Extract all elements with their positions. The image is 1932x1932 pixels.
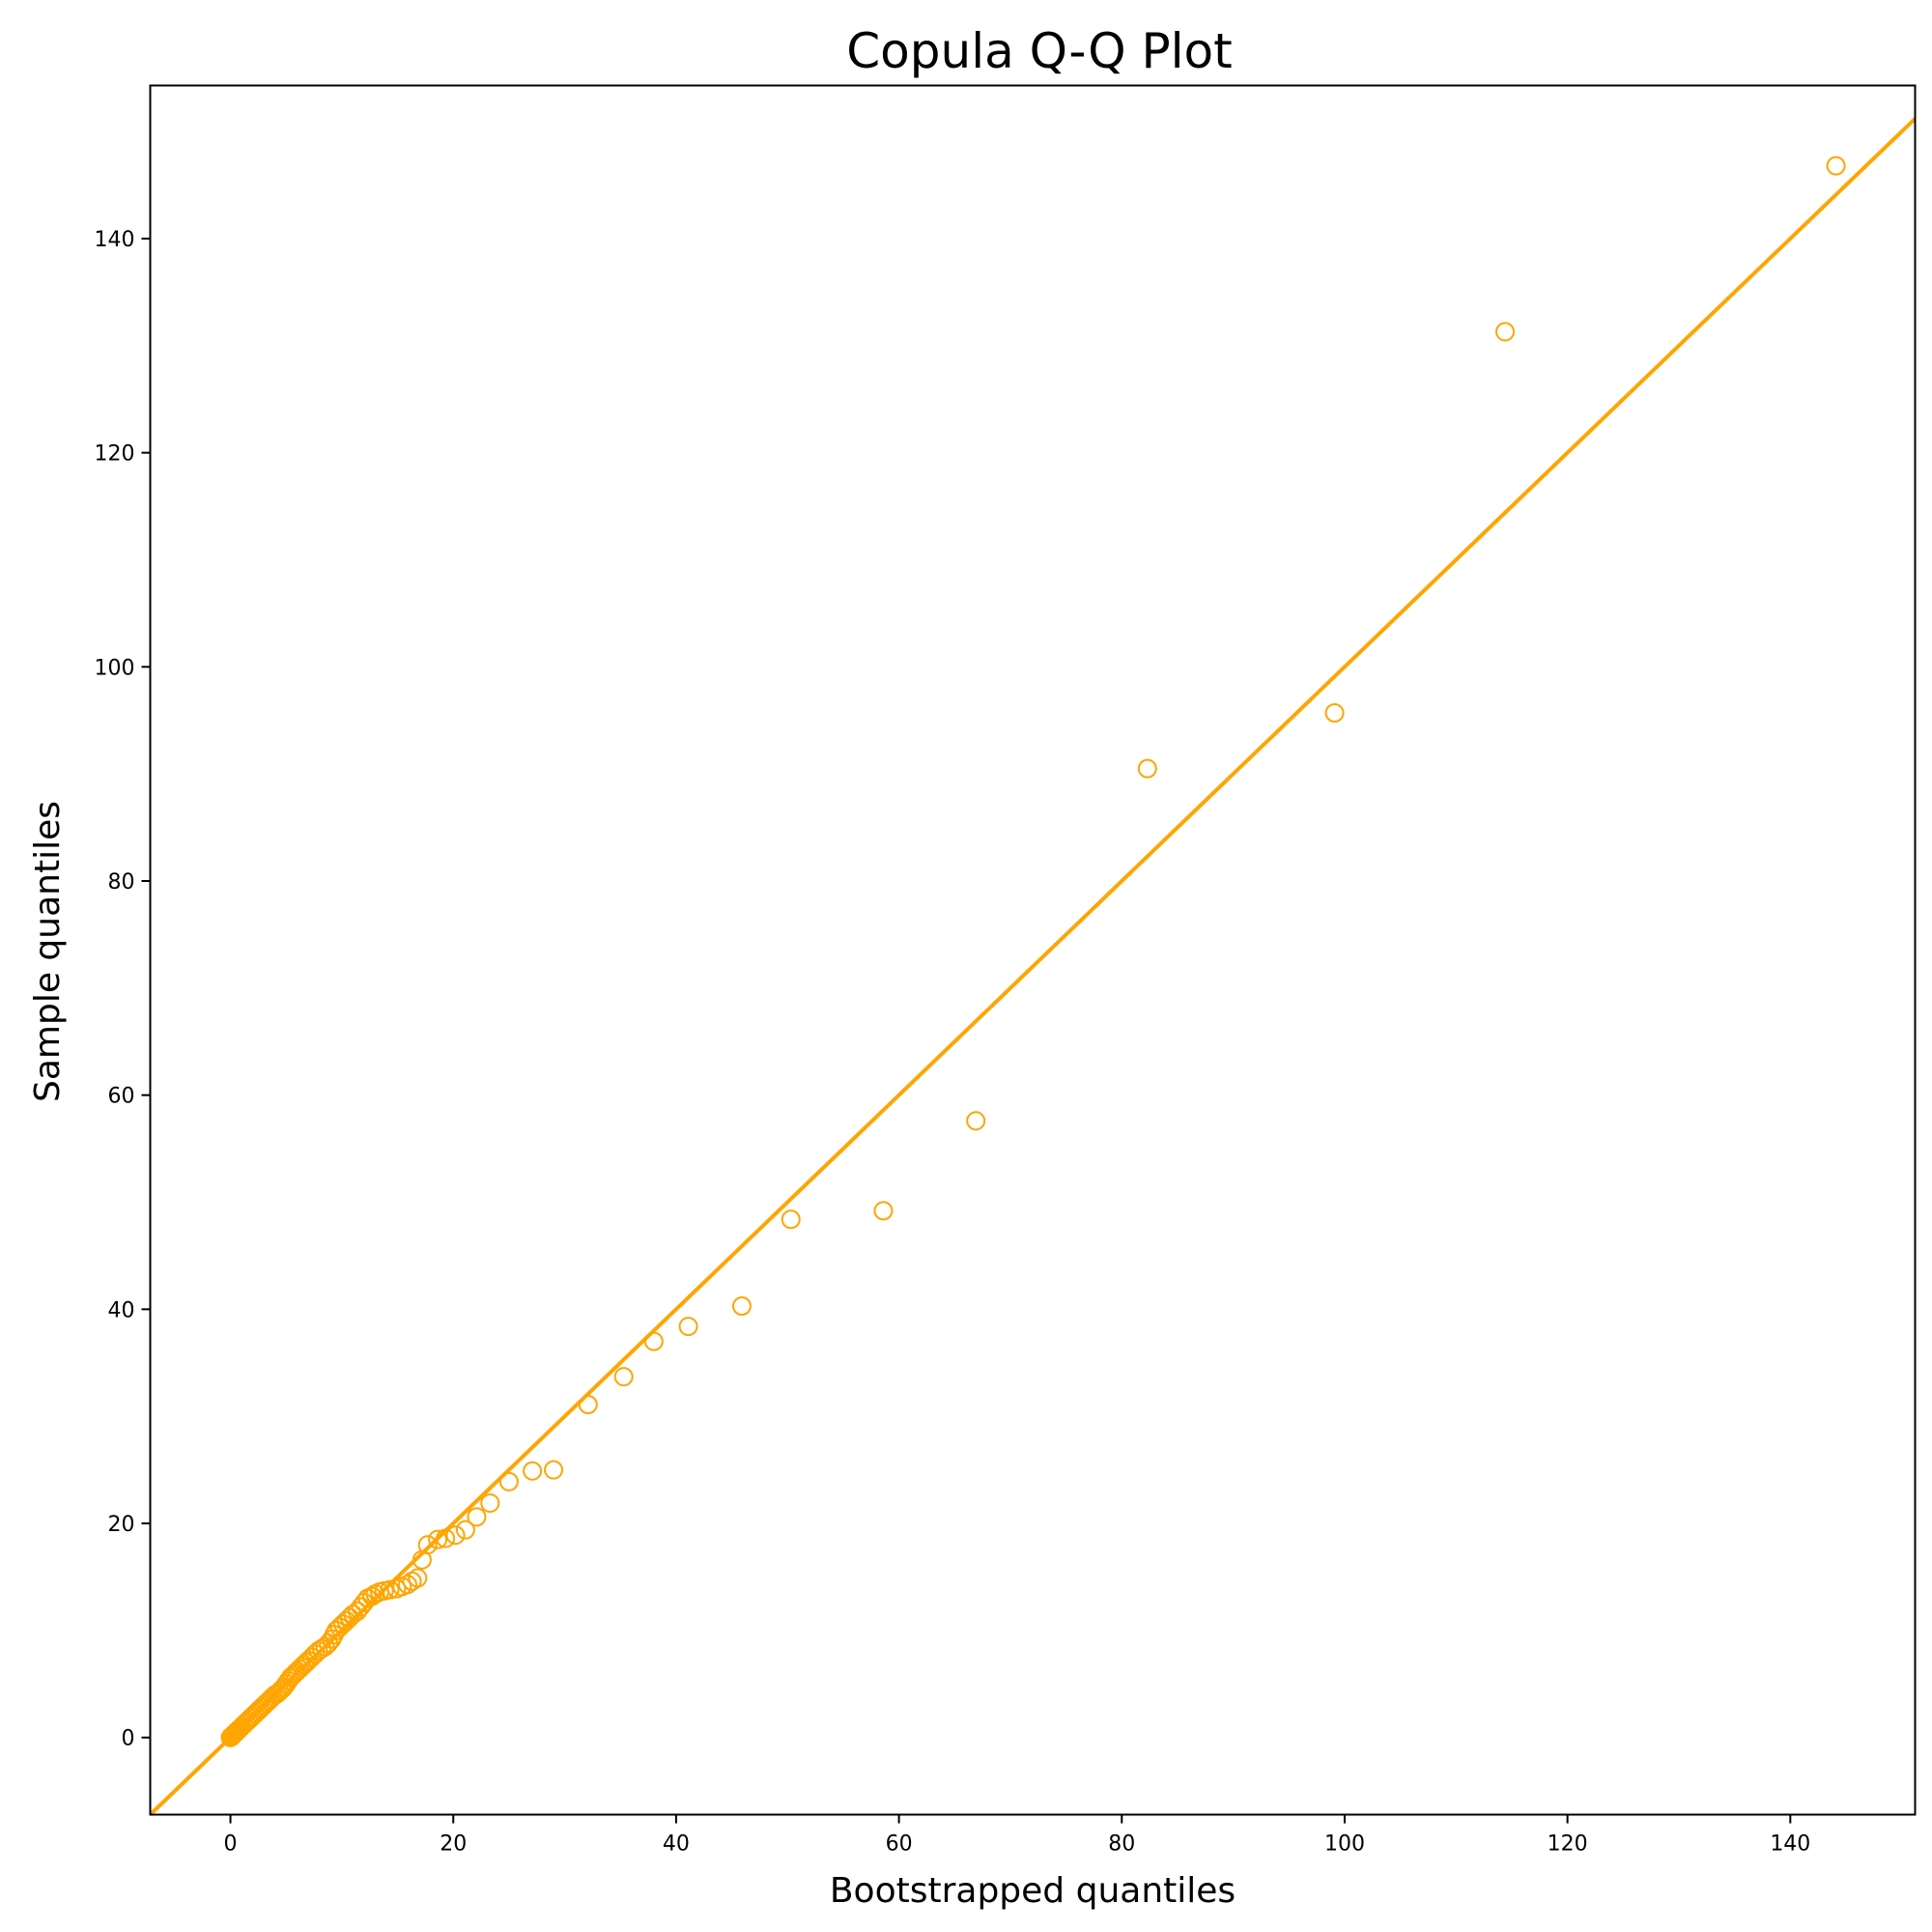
y-axis-label: Sample quantiles xyxy=(28,801,68,1102)
data-point xyxy=(417,1535,438,1555)
x-tick-label: 100 xyxy=(1324,1833,1365,1857)
x-tick-label: 40 xyxy=(663,1833,690,1857)
y-tick-label: 80 xyxy=(108,870,135,895)
data-point xyxy=(397,1575,417,1595)
data-point xyxy=(455,1520,475,1540)
data-point xyxy=(380,1579,400,1600)
data-point xyxy=(678,1317,698,1337)
data-point xyxy=(292,1657,312,1677)
reference-line xyxy=(149,117,1917,1816)
y-tick-label: 60 xyxy=(108,1085,135,1109)
data-point xyxy=(1495,322,1516,342)
data-point xyxy=(1826,156,1846,176)
y-tick-label: 40 xyxy=(108,1298,135,1322)
data-point xyxy=(1137,758,1157,779)
y-axis-ticks: 0 20 40 60 80 100 120 140 xyxy=(95,228,151,1751)
data-point xyxy=(298,1650,319,1670)
data-point xyxy=(498,1471,519,1492)
data-point xyxy=(1324,702,1345,723)
data-point xyxy=(436,1528,456,1548)
plot-area xyxy=(149,117,1917,1816)
data-point xyxy=(480,1492,500,1513)
chart-title: Copula Q-Q Plot xyxy=(846,23,1232,79)
x-axis-label: Bootstrapped quantiles xyxy=(830,1871,1236,1911)
data-point xyxy=(305,1644,326,1664)
data-point xyxy=(731,1296,752,1317)
data-point xyxy=(336,1610,356,1631)
y-tick-label: 20 xyxy=(108,1513,135,1537)
x-tick-label: 0 xyxy=(224,1833,238,1857)
data-point xyxy=(613,1367,634,1387)
data-point xyxy=(873,1201,894,1221)
data-point xyxy=(781,1209,801,1230)
y-tick-label: 140 xyxy=(95,228,135,252)
x-axis-ticks: 0 20 40 60 80 100 120 140 xyxy=(224,1814,1810,1857)
x-tick-label: 20 xyxy=(440,1833,467,1857)
data-point xyxy=(544,1460,564,1480)
y-tick-label: 0 xyxy=(122,1727,135,1751)
data-point xyxy=(329,1617,350,1637)
axes-frame xyxy=(149,84,1917,1816)
data-point xyxy=(467,1507,487,1527)
data-point xyxy=(428,1529,448,1549)
y-tick-label: 120 xyxy=(95,442,135,467)
data-point xyxy=(327,1620,347,1640)
data-point xyxy=(966,1111,986,1131)
data-point xyxy=(578,1394,598,1414)
data-point xyxy=(333,1614,354,1634)
x-tick-label: 140 xyxy=(1770,1833,1810,1857)
x-tick-label: 60 xyxy=(886,1833,913,1857)
data-point xyxy=(445,1525,466,1546)
x-tick-label: 120 xyxy=(1548,1833,1588,1857)
data-point xyxy=(523,1461,543,1481)
data-point xyxy=(408,1568,428,1588)
data-point xyxy=(643,1331,664,1351)
data-point xyxy=(312,1638,332,1659)
x-tick-label: 80 xyxy=(1108,1833,1135,1857)
y-tick-label: 100 xyxy=(95,656,135,680)
